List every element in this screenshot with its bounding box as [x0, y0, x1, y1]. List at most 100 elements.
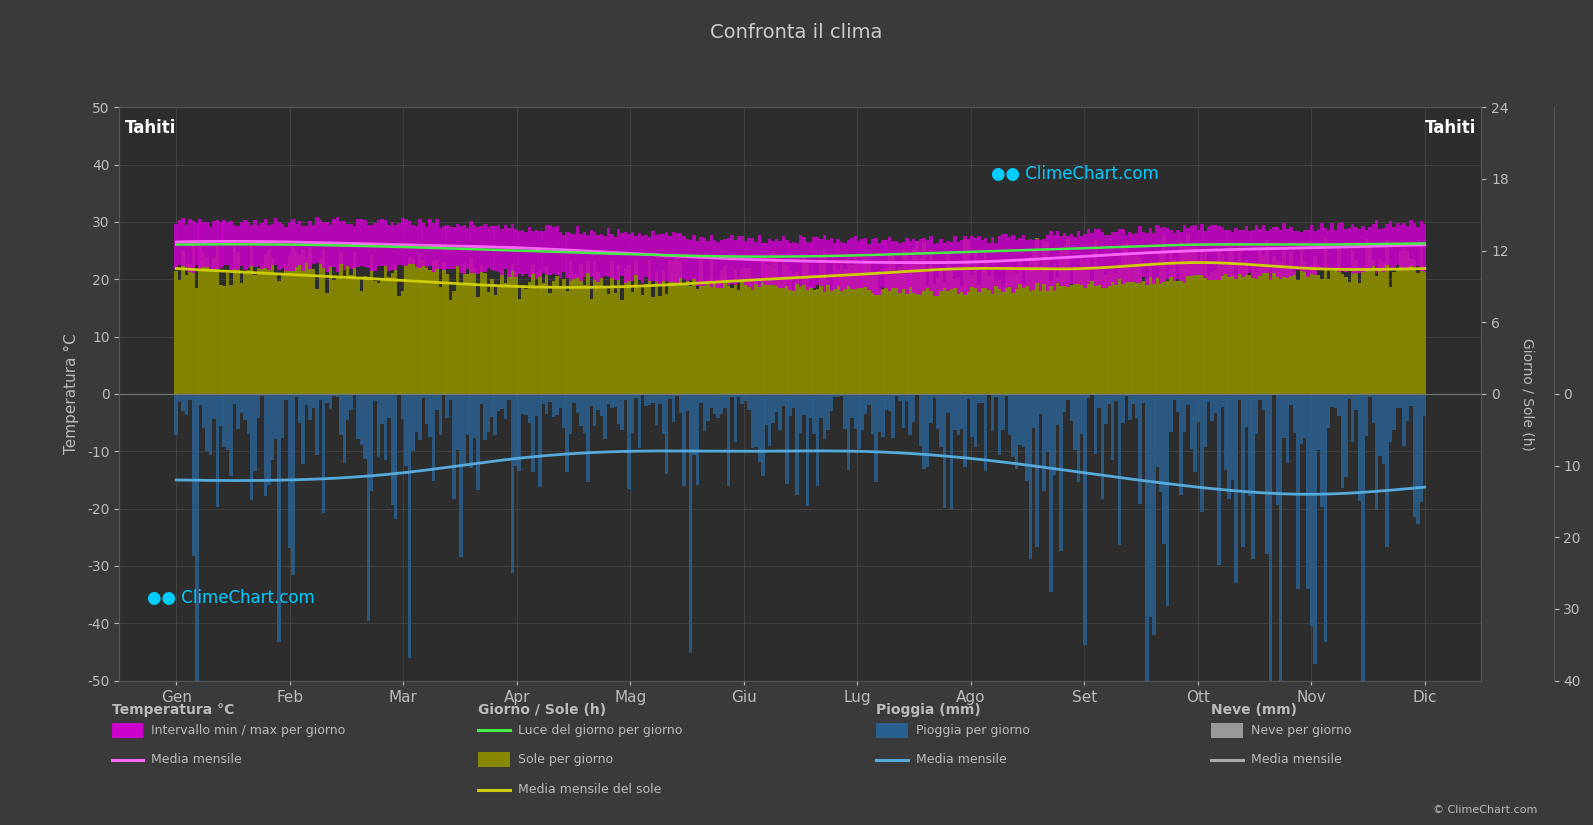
Bar	[1184, 394, 1187, 431]
Bar	[1008, 394, 1012, 435]
Bar	[956, 394, 961, 436]
Bar	[1063, 233, 1066, 285]
Bar	[1241, 394, 1244, 547]
Bar	[658, 234, 661, 284]
Bar	[1407, 394, 1410, 421]
Bar	[319, 220, 322, 264]
Bar	[1176, 280, 1179, 394]
Bar	[274, 275, 277, 394]
Bar	[441, 262, 446, 394]
Bar	[1142, 232, 1145, 277]
Bar	[1220, 394, 1223, 408]
Bar	[620, 233, 624, 276]
Bar	[476, 297, 479, 394]
Bar	[322, 222, 325, 268]
Bar	[1223, 394, 1228, 469]
Bar	[895, 271, 898, 394]
Bar	[260, 223, 264, 269]
Bar	[545, 267, 548, 394]
Bar	[857, 241, 860, 288]
Bar	[373, 394, 378, 401]
Bar	[1125, 234, 1128, 281]
Bar	[1309, 394, 1313, 626]
Bar	[867, 243, 871, 290]
Bar	[390, 223, 393, 270]
Bar	[1107, 271, 1110, 394]
Bar	[661, 271, 664, 394]
Bar	[1344, 277, 1348, 394]
Bar	[812, 238, 816, 288]
Bar	[253, 275, 256, 394]
Bar	[1324, 238, 1327, 394]
Bar	[1392, 227, 1395, 268]
Bar	[809, 242, 812, 288]
Bar	[452, 394, 456, 499]
Bar	[675, 257, 679, 394]
Bar	[1247, 231, 1252, 273]
Bar	[905, 238, 908, 295]
Bar	[833, 243, 836, 289]
Bar	[1080, 236, 1083, 285]
Bar	[530, 265, 535, 394]
Bar	[658, 295, 661, 394]
Bar	[435, 260, 438, 394]
Bar	[432, 394, 435, 480]
Bar	[620, 394, 624, 431]
Bar	[1289, 251, 1292, 394]
Bar	[1289, 394, 1292, 405]
Bar	[491, 280, 494, 394]
Bar	[1118, 229, 1121, 279]
Bar	[1214, 270, 1217, 394]
Bar	[1292, 394, 1297, 433]
Bar	[1039, 266, 1042, 394]
Bar	[946, 241, 949, 290]
Bar	[690, 286, 693, 394]
Bar	[556, 226, 559, 276]
Bar	[685, 280, 690, 394]
Bar	[884, 240, 887, 289]
Bar	[795, 272, 798, 394]
Bar	[1372, 224, 1375, 266]
Bar	[1368, 243, 1372, 394]
Bar	[981, 270, 984, 394]
Bar	[1392, 394, 1395, 431]
Bar	[1158, 394, 1163, 492]
Bar	[741, 237, 744, 280]
Bar	[470, 394, 473, 469]
Bar	[949, 242, 953, 289]
Bar	[425, 394, 429, 424]
Bar	[1029, 257, 1032, 394]
Bar	[1330, 394, 1333, 407]
Bar	[714, 283, 717, 394]
Bar	[973, 238, 977, 288]
Bar	[456, 394, 459, 450]
Bar	[1419, 221, 1423, 271]
Bar	[325, 293, 328, 394]
Bar	[843, 243, 847, 289]
Bar	[271, 394, 274, 460]
Bar	[236, 226, 239, 271]
Bar	[494, 226, 497, 271]
Bar	[1238, 394, 1241, 400]
Bar	[956, 277, 961, 394]
Bar	[1407, 226, 1410, 270]
Bar	[500, 394, 503, 409]
Bar	[268, 394, 271, 485]
Bar	[1158, 228, 1163, 284]
Bar	[1149, 394, 1152, 617]
Bar	[1142, 280, 1145, 394]
Bar	[1344, 229, 1348, 271]
Bar	[182, 394, 185, 412]
Bar	[1351, 394, 1354, 442]
Bar	[530, 394, 535, 472]
Bar	[325, 222, 328, 271]
Bar	[1286, 265, 1289, 394]
Bar	[589, 299, 593, 394]
Bar	[397, 223, 401, 265]
Bar	[521, 394, 524, 414]
Bar	[881, 394, 884, 436]
Bar	[205, 394, 209, 451]
Bar	[973, 394, 977, 447]
Bar	[1169, 252, 1172, 394]
Bar	[566, 290, 569, 394]
